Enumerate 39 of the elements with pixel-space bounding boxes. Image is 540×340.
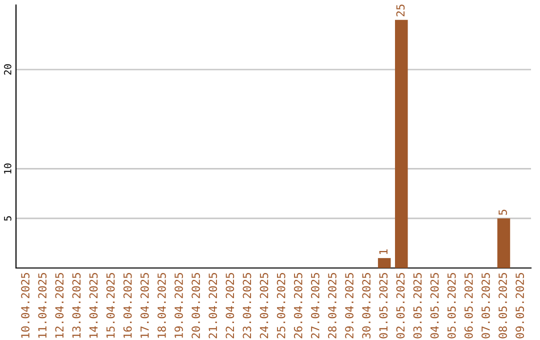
x-tick-label: 09.05.2025: [516, 273, 524, 338]
x-tick-label: 12.04.2025: [55, 273, 64, 338]
bar: [378, 258, 391, 268]
y-tick-label: 5: [4, 216, 12, 221]
x-tick-label: 14.04.2025: [89, 273, 98, 338]
x-tick-label: 02.05.2025: [396, 273, 405, 338]
x-tick-label: 18.04.2025: [158, 273, 166, 338]
x-tick-label: 26.04.2025: [294, 273, 302, 338]
data-label: 5: [498, 210, 507, 215]
x-tick-label: 03.05.2025: [413, 273, 422, 338]
y-tick-label: 10: [4, 164, 12, 174]
x-tick-label: 04.05.2025: [430, 273, 439, 338]
y-tick-label: 20: [4, 64, 12, 75]
x-tick-label: 30.04.2025: [362, 273, 371, 338]
x-tick-label: 19.04.2025: [174, 273, 183, 338]
x-tick-label: 28.04.2025: [328, 273, 336, 338]
x-tick-label: 11.04.2025: [38, 273, 47, 338]
x-tick-label: 01.05.2025: [379, 273, 388, 338]
x-tick-label: 17.04.2025: [140, 273, 149, 338]
x-tick-label: 15.04.2025: [106, 273, 115, 338]
bar: [497, 218, 510, 268]
x-tick-label: 27.04.2025: [310, 273, 320, 338]
x-tick-label: 06.05.2025: [464, 273, 473, 338]
x-tick-label: 20.04.2025: [192, 273, 200, 338]
x-tick-label: 22.04.2025: [226, 273, 234, 338]
x-tick-label: 10.04.2025: [21, 273, 30, 338]
x-tick-label: 16.04.2025: [123, 273, 132, 338]
x-tick-label: 08.05.2025: [498, 273, 507, 338]
x-tick-label: 29.04.2025: [345, 273, 354, 338]
x-tick-label: 25.04.2025: [276, 273, 286, 338]
x-tick-label: 23.04.2025: [242, 273, 252, 338]
x-tick-label: 07.05.2025: [482, 273, 490, 338]
x-tick-label: 05.05.2025: [447, 273, 456, 338]
data-label: 1: [379, 249, 388, 254]
bar: [395, 20, 408, 268]
data-label: 25: [396, 4, 405, 16]
x-tick-label: 24.04.2025: [260, 273, 268, 338]
x-tick-label: 13.04.2025: [72, 273, 81, 338]
x-tick-label: 21.04.2025: [208, 273, 218, 338]
